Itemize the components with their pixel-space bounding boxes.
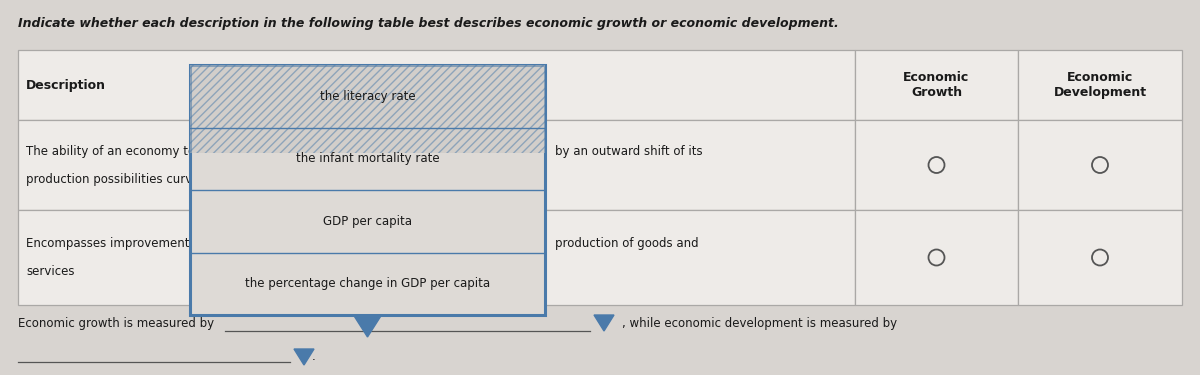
Text: , while economic development is measured by: , while economic development is measured…: [622, 316, 898, 330]
Bar: [1018, 50, 1182, 120]
Text: Indicate whether each description in the following table best describes economic: Indicate whether each description in the…: [18, 17, 839, 30]
Bar: [190, 65, 545, 153]
Text: the literacy rate: the literacy rate: [319, 90, 415, 103]
Text: Description: Description: [26, 78, 106, 92]
Bar: [190, 65, 545, 315]
Polygon shape: [294, 349, 314, 365]
Bar: [18, 50, 854, 120]
Text: the infant mortality rate: the infant mortality rate: [295, 152, 439, 165]
Text: The ability of an economy to pr: The ability of an economy to pr: [26, 144, 211, 158]
Text: by an outward shift of its: by an outward shift of its: [554, 144, 703, 158]
Text: Encompasses improvement in t: Encompasses improvement in t: [26, 237, 212, 250]
Text: services: services: [26, 265, 74, 278]
Text: the percentage change in GDP per capita: the percentage change in GDP per capita: [245, 277, 490, 290]
Text: production possibilities curve (P: production possibilities curve (P: [26, 172, 215, 186]
Text: GDP per capita: GDP per capita: [323, 215, 412, 228]
Text: .: .: [312, 351, 316, 363]
Polygon shape: [354, 315, 382, 337]
Bar: [1018, 210, 1182, 305]
Bar: [1018, 120, 1182, 210]
Text: Economic
Growth: Economic Growth: [904, 71, 970, 99]
Bar: [854, 120, 1018, 210]
Bar: [854, 50, 1018, 120]
Text: Economic growth is measured by: Economic growth is measured by: [18, 316, 214, 330]
Polygon shape: [594, 315, 614, 331]
Bar: [854, 210, 1018, 305]
Bar: [18, 210, 854, 305]
Text: Economic
Development: Economic Development: [1054, 71, 1146, 99]
Bar: [18, 120, 854, 210]
Text: production of goods and: production of goods and: [554, 237, 698, 250]
